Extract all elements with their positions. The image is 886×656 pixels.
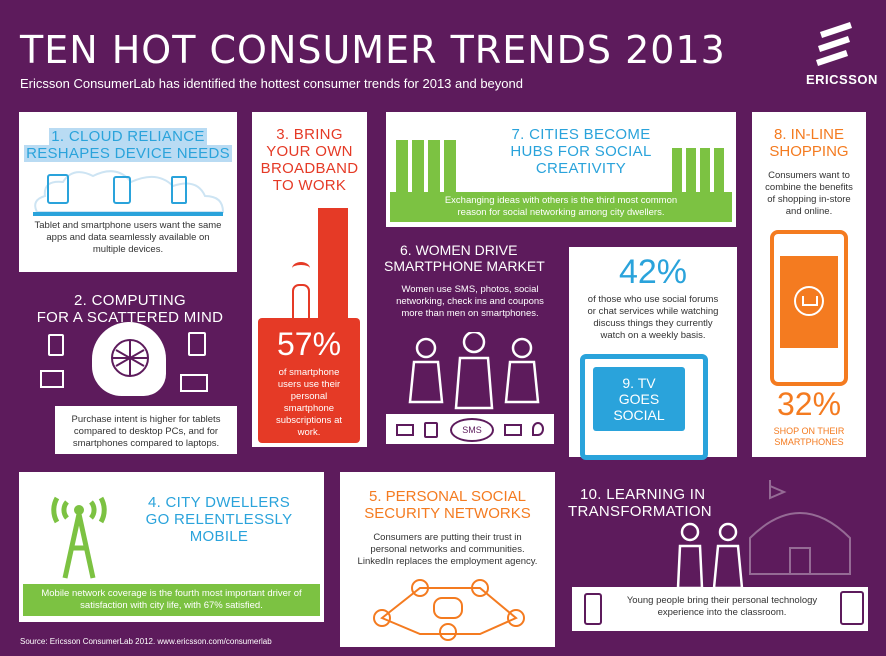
trend-6-title-line2: SMARTPHONE MARKET bbox=[384, 258, 545, 274]
wifi-icon bbox=[292, 262, 310, 275]
subtitle: Ericsson ConsumerLab has identified the … bbox=[20, 76, 523, 91]
trend-1-title-line2: RESHAPES DEVICE NEEDS bbox=[24, 145, 232, 162]
trend-9-body: of those who use social forums or chat s… bbox=[587, 294, 719, 341]
tv-line3: SOCIAL bbox=[613, 407, 665, 423]
blue-bar bbox=[33, 212, 223, 216]
trend-3-body: of smartphone users use their personal s… bbox=[275, 367, 342, 438]
trend-5-title-line1: 5. PERSONAL SOCIAL bbox=[368, 488, 526, 505]
trend-6-title: 6. WOMEN DRIVE SMARTPHONE MARKET bbox=[384, 242, 554, 274]
tv-screen: 9. TV GOES SOCIAL bbox=[593, 367, 685, 431]
trend-5-body: Consumers are putting their trust in per… bbox=[357, 532, 538, 567]
phone-screen bbox=[780, 256, 838, 348]
trend-3-title-line2: YOUR OWN bbox=[266, 143, 353, 160]
tv-line1: 9. TV bbox=[622, 375, 656, 391]
tablet-icon bbox=[48, 334, 64, 356]
smartphone-icon bbox=[584, 593, 602, 625]
trend-4-title-line3: MOBILE bbox=[189, 528, 249, 545]
brain-network-icon bbox=[92, 322, 166, 396]
trend-10-body-box: Young people bring their personal techno… bbox=[572, 587, 868, 631]
trend-4-title-line1: 4. CITY DWELLERS bbox=[147, 494, 291, 511]
brand-name: ERICSSON bbox=[806, 72, 878, 87]
person-icon bbox=[292, 284, 310, 322]
trend-10-title-line2: TRANSFORMATION bbox=[568, 503, 712, 520]
laptop-icon bbox=[180, 374, 208, 392]
trend-1-body: Tablet and smartphone users want the sam… bbox=[34, 220, 222, 255]
ericsson-logo: ERICSSON bbox=[806, 20, 878, 90]
trend-6-body: Women use SMS, photos, social networking… bbox=[396, 284, 544, 319]
trend-3-title-line4: TO WORK bbox=[272, 177, 347, 194]
trend-3-title-line3: BROADBAND bbox=[260, 160, 359, 177]
trend-10-body: Young people bring their personal techno… bbox=[626, 595, 818, 618]
main-title: TEN HOT CONSUMER TRENDS 2013 bbox=[20, 28, 726, 72]
trend-6-title-line1: 6. WOMEN DRIVE bbox=[400, 242, 518, 258]
smartphone-icon bbox=[770, 230, 848, 386]
trend-2-title-line1: 2. COMPUTING bbox=[74, 292, 186, 309]
trend-7-title-line3: CREATIVITY bbox=[535, 160, 627, 177]
trend-5-panel: 5. PERSONAL SOCIAL SECURITY NETWORKS Con… bbox=[340, 472, 555, 647]
trend-5-title-line2: SECURITY NETWORKS bbox=[364, 505, 531, 522]
trend-6-icon-bar: SMS bbox=[386, 414, 554, 444]
cloud-icon bbox=[34, 170, 225, 213]
tablet-icon bbox=[47, 174, 69, 204]
feature-phone-icon bbox=[171, 176, 187, 204]
trend-2-body-box: Purchase intent is higher for tablets co… bbox=[55, 406, 237, 454]
photo-icon bbox=[504, 424, 522, 436]
location-icon bbox=[532, 422, 544, 436]
trend-3-stat-box: 57% of smartphone users use their person… bbox=[258, 318, 360, 443]
trend-7-panel: 7. CITIES BECOME HUBS FOR SOCIAL CREATIV… bbox=[386, 112, 736, 227]
trend-9-stat: 42% bbox=[618, 253, 688, 291]
trend-1-title-line1: 1. CLOUD RELIANCE bbox=[49, 128, 207, 145]
city-buildings-left bbox=[396, 140, 456, 196]
trend-7-title-line1: 7. CITIES BECOME bbox=[511, 126, 651, 143]
antenna-tower-icon bbox=[43, 492, 115, 582]
trend-7-title-line2: HUBS FOR SOCIAL bbox=[510, 143, 652, 160]
trend-10-title-line1: 10. LEARNING IN bbox=[580, 486, 706, 503]
desktop-icon bbox=[40, 370, 64, 388]
trend-8-title-line1: 8. IN-LINE bbox=[773, 126, 845, 143]
tablet-icon bbox=[188, 332, 206, 356]
trend-2-title-line2: FOR A SCATTERED MIND bbox=[36, 309, 224, 326]
tablet-icon bbox=[840, 591, 864, 625]
trend-4-green-bar: Mobile network coverage is the fourth mo… bbox=[23, 584, 320, 616]
city-buildings-right bbox=[672, 148, 726, 196]
ericsson-mark-icon bbox=[816, 22, 852, 66]
trend-8-stat-label: SHOP ON THEIR SMARTPHONES bbox=[773, 426, 845, 447]
trend-2-body: Purchase intent is higher for tablets co… bbox=[71, 414, 221, 449]
trend-4-body: Mobile network coverage is the fourth mo… bbox=[41, 588, 302, 611]
school-icon bbox=[740, 478, 860, 578]
trend-4-title-line2: GO RELENTLESSLY bbox=[145, 511, 293, 528]
sms-bubble-icon: SMS bbox=[450, 418, 494, 442]
smartphone-icon bbox=[113, 176, 131, 204]
tv-icon: 9. TV GOES SOCIAL bbox=[580, 354, 708, 460]
trend-1-panel: 1. CLOUD RELIANCE RESHAPES DEVICE NEEDS … bbox=[19, 112, 237, 272]
network-icon bbox=[360, 572, 536, 642]
trend-8-title-line2: SHOPPING bbox=[769, 143, 849, 160]
cart-icon bbox=[794, 286, 824, 316]
trend-3-title-line1: 3. BRING bbox=[276, 126, 343, 143]
trend-8-body: Consumers want to combine the benefits o… bbox=[765, 170, 853, 217]
women-icon bbox=[402, 332, 550, 414]
trend-8-stat: 32% bbox=[776, 386, 842, 422]
trend-4-panel: 4. CITY DWELLERS GO RELENTLESSLY MOBILE … bbox=[19, 472, 324, 622]
tv-line2: GOES bbox=[618, 391, 660, 407]
source-footer: Source: Ericsson ConsumerLab 2012. www.e… bbox=[20, 637, 272, 646]
trend-8-panel: 8. IN-LINE SHOPPING Consumers want to co… bbox=[752, 112, 866, 457]
trend-7-green-bar: Exchanging ideas with others is the thir… bbox=[390, 192, 732, 222]
like-icon bbox=[424, 422, 438, 438]
coupon-icon bbox=[396, 424, 414, 436]
trend-7-body: Exchanging ideas with others is the thir… bbox=[444, 195, 678, 218]
sms-label: SMS bbox=[462, 425, 482, 435]
students-icon bbox=[672, 522, 748, 592]
trend-3-stat: 57% bbox=[276, 326, 342, 362]
